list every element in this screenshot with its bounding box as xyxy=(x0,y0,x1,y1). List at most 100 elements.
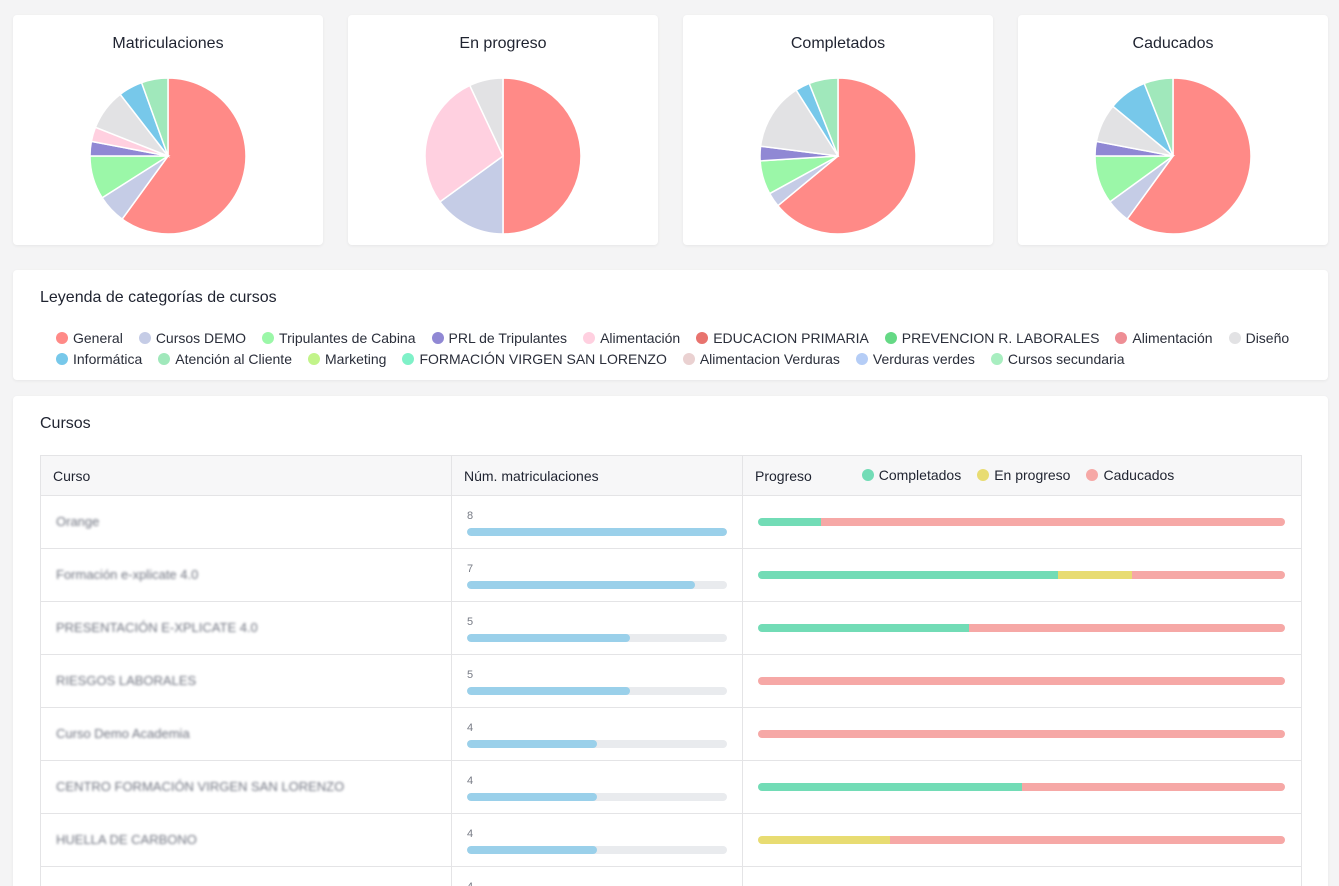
legend-color-dot-icon xyxy=(884,331,897,344)
enrollment-count: 4 xyxy=(467,828,474,840)
progress-bar[interactable] xyxy=(758,836,1285,844)
legend-completed: Completados xyxy=(861,467,961,483)
pie-chart-completed[interactable] xyxy=(759,77,917,235)
legend-color-dot-icon xyxy=(262,331,275,344)
progress-legend: Completados En progreso Caducados xyxy=(861,467,1191,483)
table-row[interactable]: CENTRO FORMACIÓN VIRGEN SAN LORENZO 4 xyxy=(40,760,1302,814)
legend-item-label: Verduras verdes xyxy=(872,350,975,367)
course-name[interactable]: RIESGOS LABORALES xyxy=(56,673,197,688)
table-row[interactable]: HUELLA DE CARBONO 4 xyxy=(40,813,1302,867)
progress-bar[interactable] xyxy=(758,730,1285,738)
legend-item[interactable]: Marketing xyxy=(308,350,386,367)
pie-slice[interactable] xyxy=(1126,77,1252,235)
table-row[interactable]: Curso Demo Academia 4 xyxy=(40,707,1302,761)
enrollment-bar xyxy=(467,846,727,854)
enrollment-bar-fill xyxy=(467,528,727,536)
courses-card: Cursos Curso Núm. matriculaciones Progre… xyxy=(13,396,1328,886)
legend-expired-label: Caducados xyxy=(1103,467,1175,483)
legend-item-label: Tripulantes de Cabina xyxy=(279,329,416,346)
progress-bar[interactable] xyxy=(758,624,1285,632)
enrollment-count: 4 xyxy=(467,722,474,734)
header-progress-label: Progreso xyxy=(755,468,812,484)
enrollment-bar xyxy=(467,740,727,748)
progress-segment-expired xyxy=(758,677,1285,685)
pie-slice[interactable] xyxy=(468,77,504,157)
header-progress: Progreso Completados En progreso Cadu xyxy=(742,455,1302,496)
pie-slice[interactable] xyxy=(140,77,169,157)
pie-card-enrollments: Matriculaciones xyxy=(13,15,323,245)
legend-item[interactable]: PREVENCION R. LABORALES xyxy=(884,329,1099,346)
legend-color-dot-icon xyxy=(308,352,320,365)
legend-item[interactable]: Cursos DEMO xyxy=(138,329,246,346)
progress-segment-expired xyxy=(968,624,1285,632)
legend-color-dot-icon xyxy=(855,352,868,365)
enrollment-bar-fill xyxy=(467,634,630,642)
progress-segment-expired xyxy=(889,836,1285,844)
legend-item[interactable]: Diseño xyxy=(1228,329,1289,346)
course-name[interactable]: HUELLA DE CARBONO xyxy=(56,832,197,847)
progress-bar[interactable] xyxy=(758,783,1285,791)
pie-slice[interactable] xyxy=(502,77,582,235)
table-row[interactable]: Formación e-xplicate 4.0 7 xyxy=(40,548,1302,602)
table-row[interactable]: 4 xyxy=(40,866,1302,886)
legend-item[interactable]: Alimentacion Verduras xyxy=(682,350,840,367)
header-enrollments[interactable]: Núm. matriculaciones xyxy=(451,455,743,496)
legend-item[interactable]: Cursos secundaria xyxy=(990,350,1125,367)
pie-card-in-progress: En progreso xyxy=(348,15,658,245)
legend-color-dot-icon xyxy=(990,352,1003,365)
course-name[interactable]: CENTRO FORMACIÓN VIRGEN SAN LORENZO xyxy=(56,779,345,794)
table-row[interactable]: PRESENTACIÓN E-XPLICATE 4.0 5 xyxy=(40,601,1302,655)
progress-bar[interactable] xyxy=(758,518,1285,526)
pie-slice[interactable] xyxy=(759,89,840,157)
pie-slice[interactable] xyxy=(121,77,247,235)
pie-chart-expired[interactable] xyxy=(1094,77,1252,235)
pie-slice[interactable] xyxy=(808,77,839,157)
legend-item-label: EDUCACION PRIMARIA xyxy=(713,329,869,346)
enrollment-count: 5 xyxy=(467,669,474,681)
legend-item[interactable]: Verduras verdes xyxy=(855,350,975,367)
progress-cell xyxy=(742,601,1302,655)
course-name[interactable]: Curso Demo Academia xyxy=(56,726,190,741)
legend-item[interactable]: FORMACIÓN VIRGEN SAN LORENZO xyxy=(402,350,667,367)
in-progress-dot-icon xyxy=(977,469,990,481)
progress-bar[interactable] xyxy=(758,677,1285,685)
legend-expired: Caducados xyxy=(1086,467,1174,483)
legend-item[interactable]: Tripulantes de Cabina xyxy=(262,329,416,346)
legend-item[interactable]: Atención al Cliente xyxy=(158,350,292,367)
legend-item[interactable]: EDUCACION PRIMARIA xyxy=(696,329,869,346)
table-row[interactable]: RIESGOS LABORALES 5 xyxy=(40,654,1302,708)
progress-cell xyxy=(742,654,1302,708)
legend-item[interactable]: Informática xyxy=(56,350,142,367)
legend-item-label: Alimentacion Verduras xyxy=(699,350,840,367)
progress-cell xyxy=(742,760,1302,814)
course-name[interactable] xyxy=(41,867,451,885)
course-name[interactable]: Orange xyxy=(56,514,100,529)
legend-color-dot-icon xyxy=(431,331,444,344)
progress-bar[interactable] xyxy=(758,571,1285,579)
pie-slice[interactable] xyxy=(438,154,504,235)
pie-slice[interactable] xyxy=(1143,77,1174,157)
pie-chart-in-progress[interactable] xyxy=(424,77,582,235)
legend-item-label: FORMACIÓN VIRGEN SAN LORENZO xyxy=(419,350,667,367)
header-course[interactable]: Curso xyxy=(40,455,452,496)
legend-item[interactable]: PRL de Tripulantes xyxy=(431,329,567,346)
progress-cell xyxy=(742,548,1302,602)
legend-item-label: General xyxy=(73,329,123,346)
progress-cell xyxy=(742,813,1302,867)
legend-item-label: Cursos secundaria xyxy=(1007,350,1125,367)
table-row[interactable]: Orange 8 xyxy=(40,495,1302,549)
legend-item[interactable]: General xyxy=(56,329,123,346)
enrollments-cell: 5 xyxy=(451,654,743,708)
pie-slice[interactable] xyxy=(424,84,504,203)
pie-slice[interactable] xyxy=(776,77,917,235)
legend-in-progress: En progreso xyxy=(977,467,1070,483)
course-name[interactable]: PRESENTACIÓN E-XPLICATE 4.0 xyxy=(56,620,258,635)
course-name[interactable]: Formación e-xplicate 4.0 xyxy=(56,567,199,582)
legend-item[interactable]: Alimentación xyxy=(1115,329,1213,346)
pie-chart-enrollments[interactable] xyxy=(89,77,247,235)
course-cell: Curso Demo Academia xyxy=(40,707,452,761)
legend-item[interactable]: Alimentación xyxy=(583,329,680,346)
courses-table-body: Orange 8 Formación e-xplicate 4.0 7 PRESENTA… xyxy=(40,495,1302,886)
enrollment-count: 8 xyxy=(467,510,474,522)
legend-color-dot-icon xyxy=(56,331,68,344)
